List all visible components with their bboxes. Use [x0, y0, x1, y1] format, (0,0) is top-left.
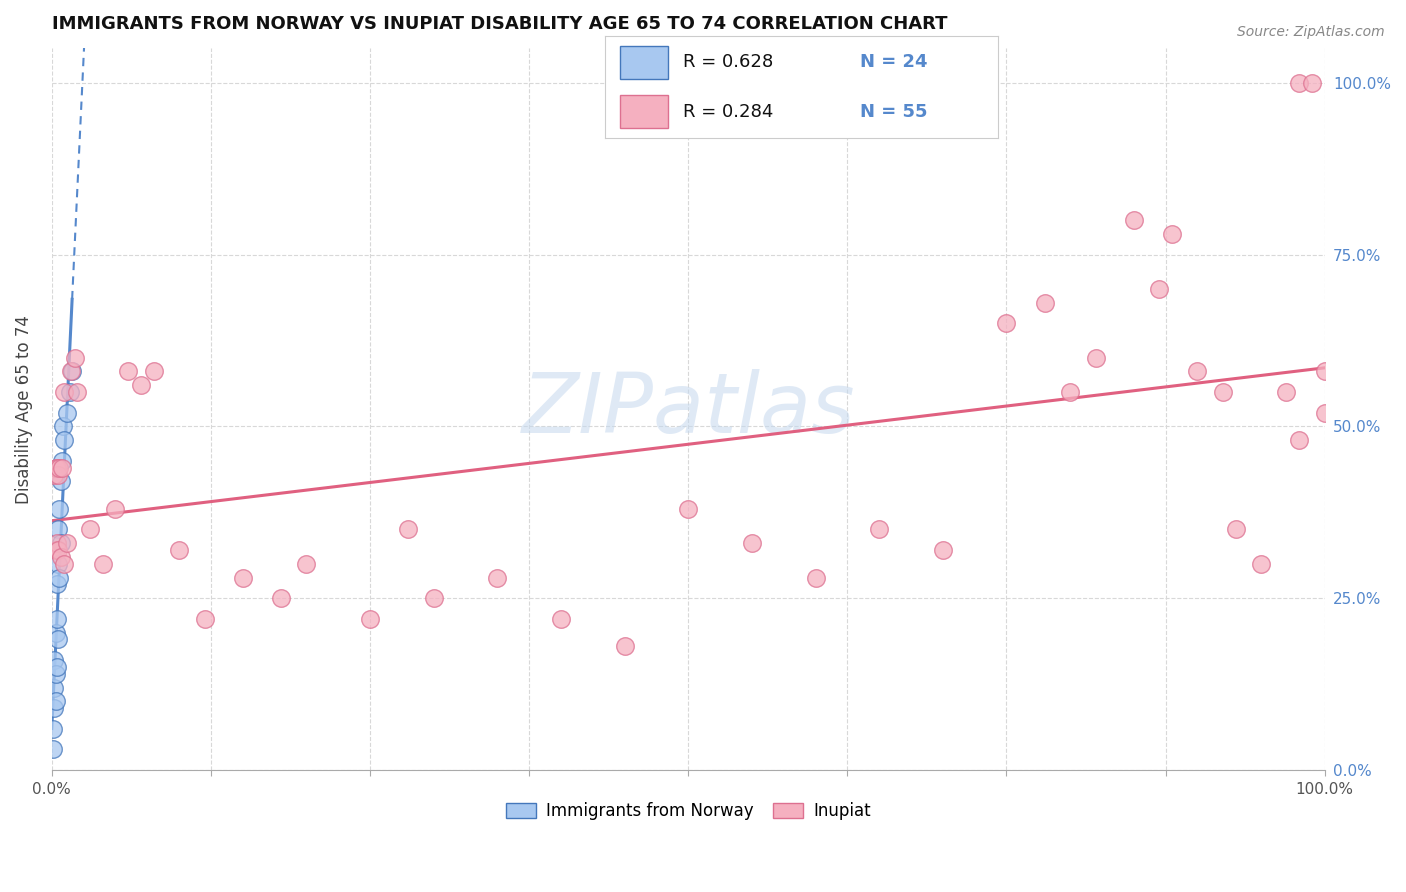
Point — [45, 543, 67, 558]
Text: Source: ZipAtlas.com: Source: ZipAtlas.com — [1237, 25, 1385, 39]
Point — [45, 577, 67, 591]
FancyBboxPatch shape — [620, 46, 668, 78]
Point — [49, 549, 72, 564]
Point — [45, 460, 67, 475]
Point — [48, 571, 70, 585]
Point — [44, 681, 66, 695]
Point — [91, 557, 114, 571]
Point — [42, 722, 65, 736]
Point — [232, 571, 254, 585]
Point — [117, 364, 139, 378]
Point — [613, 640, 636, 654]
Point — [46, 543, 69, 558]
Text: N = 24: N = 24 — [860, 54, 928, 71]
Point — [44, 467, 66, 482]
Point — [44, 701, 66, 715]
Point — [804, 571, 827, 585]
Point — [422, 591, 444, 606]
Point — [1225, 523, 1247, 537]
Point — [52, 419, 75, 434]
Point — [868, 523, 890, 537]
Point — [79, 523, 101, 537]
Point — [48, 460, 70, 475]
Point — [48, 501, 70, 516]
Point — [1250, 557, 1272, 571]
Point — [53, 385, 76, 400]
Point — [486, 571, 509, 585]
Point — [51, 460, 73, 475]
Point — [932, 543, 955, 558]
Point — [550, 612, 572, 626]
Point — [142, 364, 165, 378]
Text: ZIPatlas: ZIPatlas — [522, 368, 855, 450]
Point — [49, 475, 72, 489]
Point — [45, 460, 67, 475]
Point — [44, 653, 66, 667]
Point — [45, 666, 67, 681]
Text: IMMIGRANTS FROM NORWAY VS INUPIAT DISABILITY AGE 65 TO 74 CORRELATION CHART: IMMIGRANTS FROM NORWAY VS INUPIAT DISABI… — [52, 15, 948, 33]
Point — [1187, 364, 1209, 378]
Point — [53, 433, 76, 447]
Point — [53, 557, 76, 571]
Point — [167, 543, 190, 558]
Point — [63, 351, 86, 365]
Point — [45, 660, 67, 674]
Point — [995, 316, 1018, 330]
Legend: Immigrants from Norway, Inupiat: Immigrants from Norway, Inupiat — [499, 796, 877, 827]
Point — [45, 694, 67, 708]
Point — [49, 536, 72, 550]
Point — [46, 523, 69, 537]
Point — [1301, 76, 1323, 90]
Point — [66, 385, 89, 400]
Point — [58, 385, 80, 400]
Point — [676, 501, 699, 516]
Point — [51, 454, 73, 468]
Point — [1147, 282, 1170, 296]
Point — [1275, 385, 1298, 400]
Text: R = 0.628: R = 0.628 — [683, 54, 773, 71]
Point — [45, 612, 67, 626]
Point — [46, 557, 69, 571]
Point — [1212, 385, 1234, 400]
Point — [1084, 351, 1107, 365]
Point — [56, 536, 79, 550]
Point — [270, 591, 292, 606]
Point — [59, 364, 82, 378]
Point — [45, 536, 67, 550]
Point — [1033, 295, 1056, 310]
Point — [396, 523, 419, 537]
Point — [193, 612, 215, 626]
Point — [295, 557, 318, 571]
Point — [46, 632, 69, 647]
Point — [1313, 406, 1336, 420]
Point — [1059, 385, 1081, 400]
FancyBboxPatch shape — [620, 95, 668, 128]
Point — [60, 364, 83, 378]
Y-axis label: Disability Age 65 to 74: Disability Age 65 to 74 — [15, 315, 32, 504]
Point — [46, 467, 69, 482]
Point — [359, 612, 381, 626]
Point — [1288, 76, 1310, 90]
Point — [1161, 227, 1184, 241]
Text: R = 0.284: R = 0.284 — [683, 103, 773, 120]
Text: N = 55: N = 55 — [860, 103, 928, 120]
Point — [56, 406, 79, 420]
Point — [1288, 433, 1310, 447]
Point — [1313, 364, 1336, 378]
Point — [104, 501, 127, 516]
Point — [741, 536, 763, 550]
Point — [129, 378, 152, 392]
Point — [45, 625, 67, 640]
Point — [42, 742, 65, 756]
Point — [1122, 213, 1144, 227]
